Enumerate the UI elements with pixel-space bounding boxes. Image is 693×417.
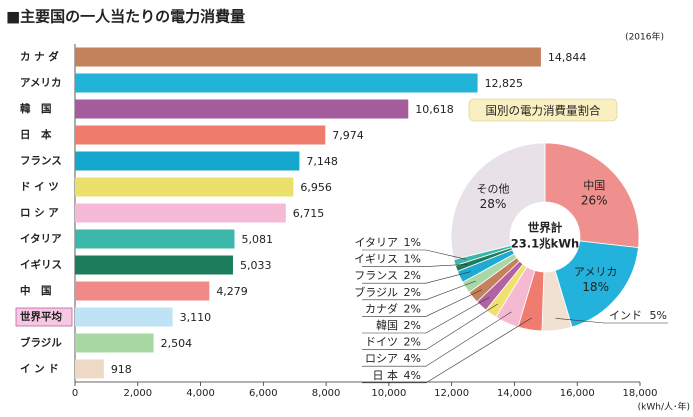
- value-label: 918: [111, 363, 132, 376]
- bar: [75, 47, 541, 67]
- value-label: 12,825: [485, 77, 524, 90]
- x-axis-label: (kWh/人･年): [638, 401, 690, 413]
- segment-label: フランス: [354, 269, 398, 282]
- value-label: 2,504: [161, 337, 193, 350]
- category-label: ド イ ツ: [20, 181, 59, 193]
- value-label: 7,148: [306, 155, 338, 168]
- x-tick-label: 12,000: [434, 388, 469, 399]
- leader-line: [362, 249, 467, 260]
- segment-label: ドイツ: [365, 336, 398, 349]
- segment-value: 1%: [404, 253, 421, 266]
- category-label: フランス: [20, 155, 62, 167]
- bar: [75, 359, 104, 379]
- segment-value: 5%: [650, 309, 667, 322]
- segment-label: 中国: [583, 179, 605, 192]
- x-tick-label: 16,000: [560, 388, 595, 399]
- value-label: 5,033: [240, 259, 272, 272]
- value-label: 6,956: [300, 181, 332, 194]
- leader-line: [362, 289, 483, 317]
- category-label: 中 国: [20, 284, 52, 297]
- bar: [75, 177, 294, 197]
- x-tick-label: 6,000: [249, 388, 278, 399]
- category-label: アメリカ: [20, 77, 61, 89]
- segment-label: ブラジル: [354, 285, 398, 299]
- value-label: 4,279: [216, 285, 248, 298]
- x-tick-label: 14,000: [497, 388, 532, 399]
- leader-line: [362, 271, 471, 284]
- x-tick-label: 10,000: [371, 388, 406, 399]
- leader-line: [555, 318, 668, 324]
- segment-label: 日 本: [373, 368, 399, 382]
- category-label: イ ン ド: [20, 363, 59, 375]
- segment-label: イギリス: [354, 253, 398, 266]
- segment-value: 1%: [404, 236, 421, 249]
- category-label: イタリア: [20, 233, 62, 245]
- segment-label: カナダ: [365, 301, 398, 315]
- leader-line: [362, 303, 498, 350]
- value-label: 14,844: [548, 51, 587, 64]
- segment-value: 4%: [404, 352, 421, 365]
- segment-value: 2%: [404, 269, 421, 282]
- leader-line: [362, 264, 468, 267]
- leader-line: [362, 317, 532, 384]
- category-label: 韓 国: [20, 102, 52, 115]
- bar: [75, 203, 286, 223]
- center-text: 世界計: [528, 221, 563, 235]
- bar: [75, 307, 173, 327]
- x-tick-label: 0: [72, 388, 78, 399]
- value-label: 5,081: [241, 233, 273, 246]
- value-label: 7,974: [332, 129, 364, 142]
- segment-value: 28%: [480, 197, 507, 211]
- category-label: ブラジル: [20, 336, 62, 349]
- segment-value: 26%: [581, 194, 608, 208]
- center-text: 23.1兆kWh: [511, 237, 579, 251]
- bar: [75, 255, 233, 275]
- x-tick-label: 2,000: [123, 388, 152, 399]
- category-label: イギリス: [20, 258, 62, 271]
- x-tick-label: 4,000: [186, 388, 215, 399]
- donut-segment: [450, 142, 546, 261]
- bar: [75, 229, 235, 249]
- category-label: ロ シ ア: [20, 207, 59, 219]
- segment-value: 18%: [582, 280, 609, 294]
- segment-label: 韓国: [376, 319, 398, 332]
- leader-line: [362, 311, 512, 367]
- highlight-box: [15, 307, 73, 327]
- leader-line: [362, 280, 476, 301]
- value-label: 3,110: [180, 311, 212, 324]
- segment-value: 4%: [404, 369, 421, 382]
- segment-label: ロシア: [365, 352, 398, 365]
- bar: [75, 151, 300, 171]
- x-tick-label: 18,000: [623, 388, 658, 399]
- donut-title: 国別の電力消費量割合: [486, 104, 601, 118]
- donut-title-box: [468, 98, 618, 122]
- bar: [75, 73, 478, 93]
- segment-label: イタリア: [354, 236, 398, 249]
- note: (2016年): [625, 31, 664, 43]
- donut-segment: [544, 142, 640, 249]
- leader-line: [362, 297, 490, 334]
- category-label: 日 本: [20, 128, 52, 141]
- bar: [75, 281, 210, 301]
- category-label: 世界平均: [20, 310, 62, 323]
- value-label: 10,618: [415, 103, 454, 116]
- segment-label: インド: [609, 309, 642, 322]
- x-tick-label: 8,000: [312, 388, 341, 399]
- bar: [75, 125, 326, 145]
- value-label: 6,715: [293, 207, 325, 220]
- segment-label: アメリカ: [574, 265, 617, 278]
- segment-value: 2%: [404, 302, 421, 315]
- segment-label: その他: [477, 182, 510, 195]
- category-label: カ ナ ダ: [20, 50, 59, 63]
- segment-value: 2%: [404, 286, 421, 299]
- donut-segment: [554, 240, 639, 328]
- segment-value: 2%: [404, 319, 421, 332]
- bar: [75, 99, 409, 119]
- bar: [75, 333, 154, 353]
- segment-value: 2%: [404, 336, 421, 349]
- chart-title: ■主要国の一人当たりの電力消費量: [6, 8, 245, 26]
